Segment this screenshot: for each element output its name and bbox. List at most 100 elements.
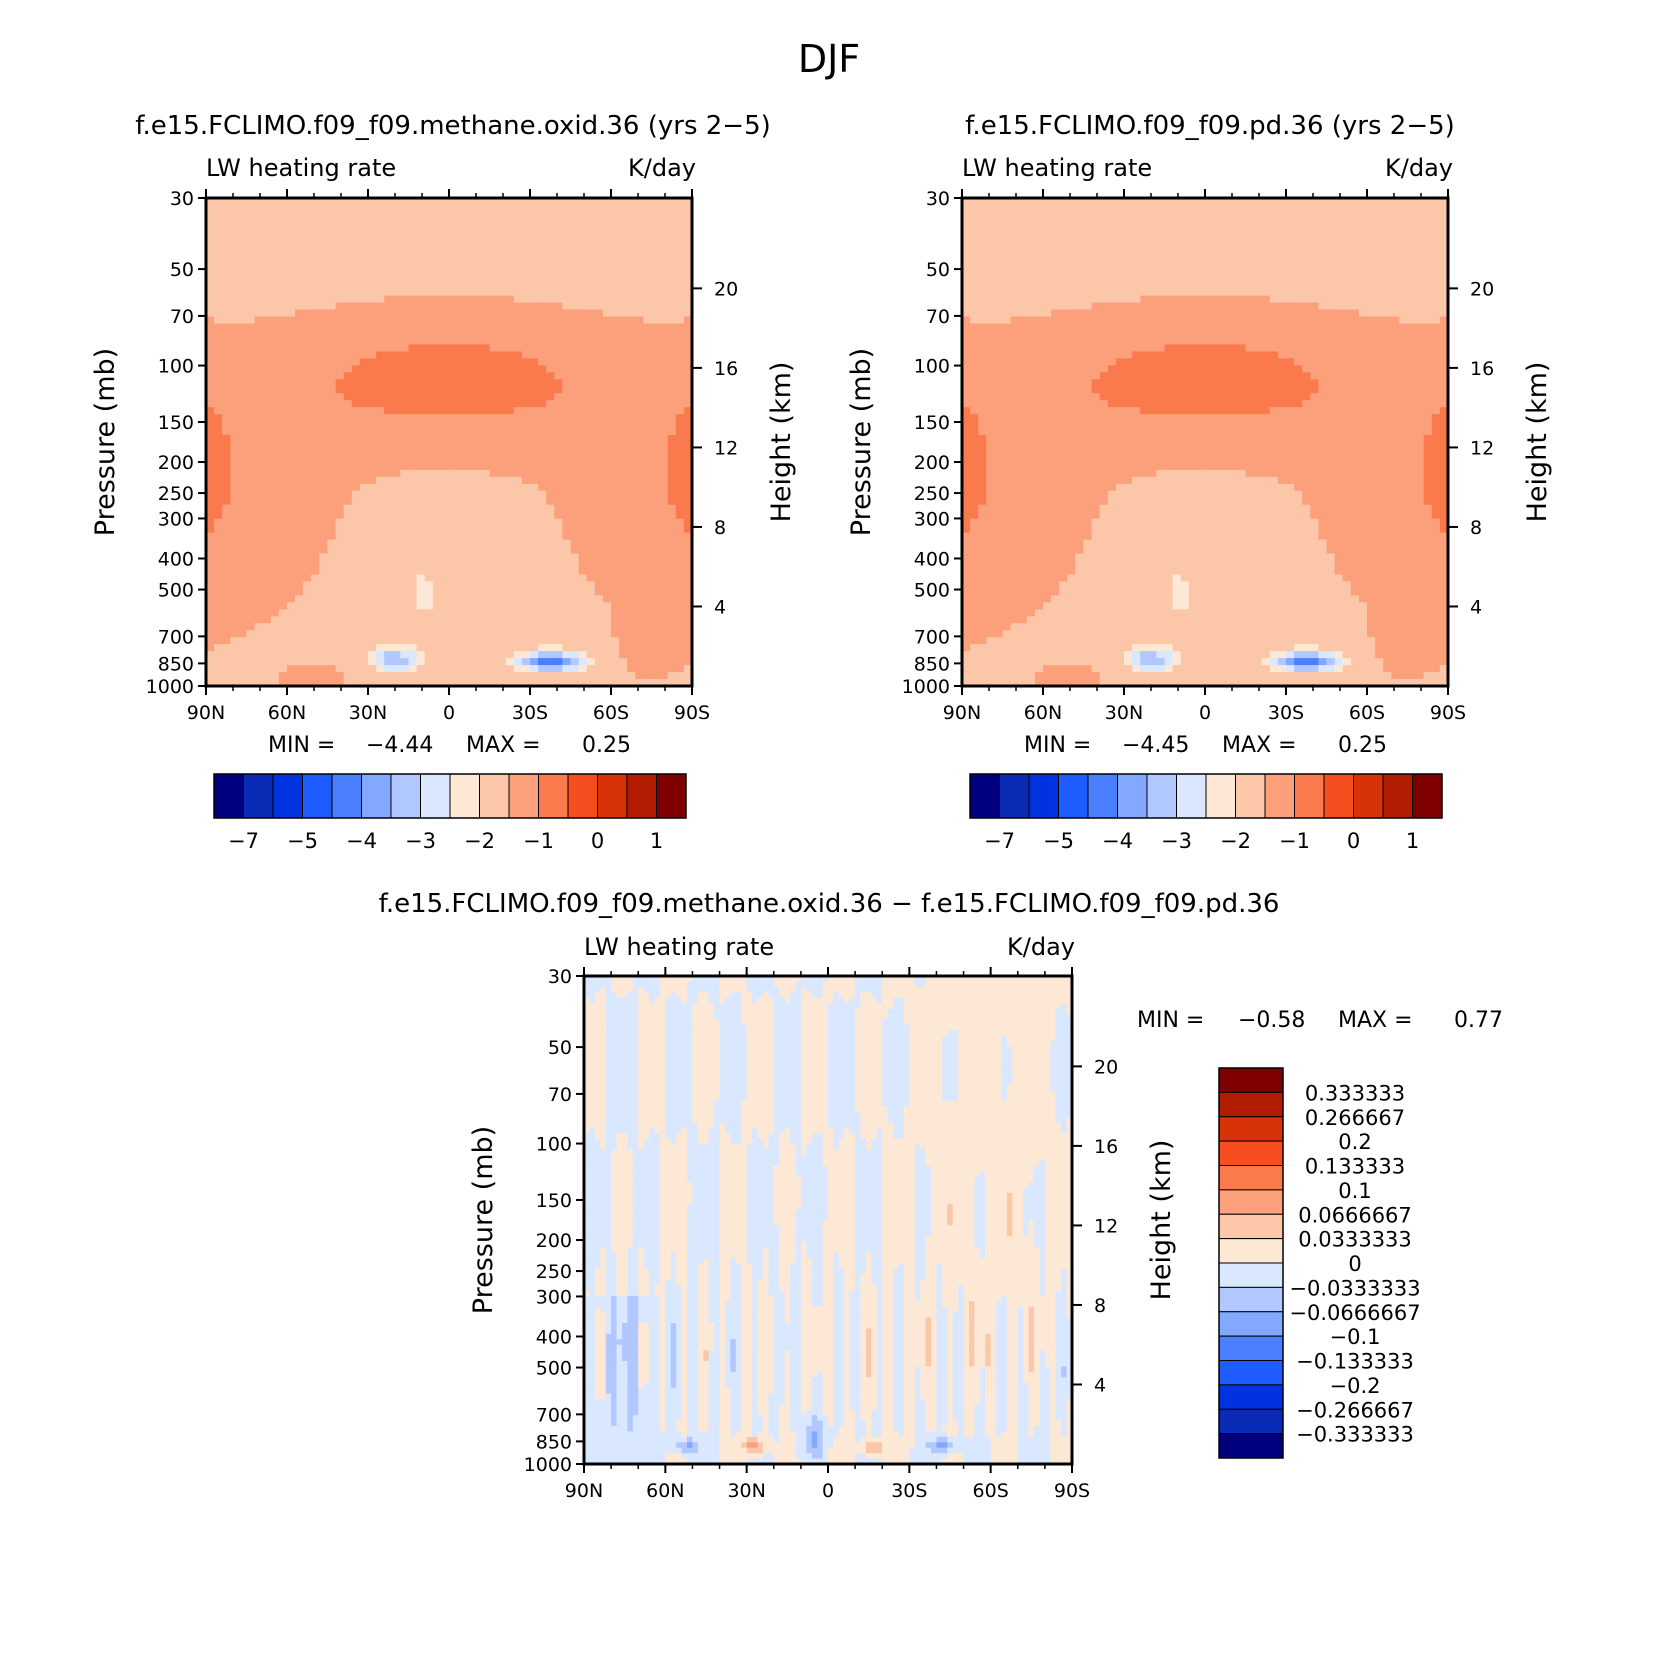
- field-cell: [441, 463, 450, 471]
- field-cell: [643, 310, 652, 318]
- field-cell: [1011, 449, 1020, 457]
- field-cell: [271, 470, 280, 478]
- field-cell: [587, 658, 596, 666]
- field-cell: [579, 226, 588, 234]
- field-cell: [263, 554, 272, 562]
- field-cell: [538, 540, 547, 548]
- field-cell: [238, 310, 247, 318]
- field-cell: [344, 540, 353, 548]
- variable-label: LW heating rate: [206, 154, 396, 182]
- field-cell: [506, 428, 515, 436]
- field-cell: [368, 547, 377, 555]
- field-cell: [571, 289, 580, 297]
- field-cell: [562, 637, 571, 645]
- field-cell: [546, 595, 555, 603]
- field-cell: [279, 484, 288, 492]
- field-cell: [994, 344, 1003, 352]
- field-cell: [425, 651, 434, 659]
- field-cell: [986, 630, 995, 638]
- field-cell: [295, 456, 304, 464]
- field-cell: [562, 219, 571, 227]
- field-cell: [409, 595, 418, 603]
- field-cell: [498, 567, 507, 575]
- field-cell: [611, 588, 620, 596]
- field-cell: [457, 470, 466, 478]
- field-cell: [546, 651, 555, 659]
- field-cell: [1019, 672, 1028, 680]
- field-cell: [376, 261, 385, 269]
- field-cell: [603, 344, 612, 352]
- field-cell: [1027, 602, 1036, 610]
- field-cell: [271, 219, 280, 227]
- field-cell: [490, 282, 499, 290]
- field-cell: [660, 386, 669, 394]
- field-cell: [579, 351, 588, 359]
- field-cell: [319, 547, 328, 555]
- field-cell: [352, 219, 361, 227]
- field-cell: [263, 268, 272, 276]
- field-cell: [400, 365, 409, 373]
- field-cell: [481, 219, 490, 227]
- field-cell: [676, 219, 685, 227]
- field-cell: [506, 561, 515, 569]
- field-cell: [263, 498, 272, 506]
- field-cell: [579, 470, 588, 478]
- field-cell: [247, 505, 256, 513]
- field-cell: [344, 651, 353, 659]
- field-cell: [247, 595, 256, 603]
- field-cell: [562, 595, 571, 603]
- field-cell: [627, 261, 636, 269]
- field-cell: [530, 644, 539, 652]
- field-cell: [506, 393, 515, 401]
- field-cell: [978, 330, 987, 338]
- field-cell: [255, 595, 264, 603]
- field-cell: [619, 421, 628, 429]
- field-cell: [554, 344, 563, 352]
- field-cell: [449, 554, 458, 562]
- field-cell: [1035, 358, 1044, 366]
- field-cell: [1035, 310, 1044, 318]
- field-cell: [643, 547, 652, 555]
- field-cell: [571, 547, 580, 555]
- field-cell: [522, 247, 531, 255]
- field-cell: [514, 540, 523, 548]
- field-cell: [530, 588, 539, 596]
- field-cell: [465, 616, 474, 624]
- field-cell: [441, 365, 450, 373]
- field-cell: [660, 533, 669, 541]
- field-cell: [538, 561, 547, 569]
- field-cell: [303, 240, 312, 248]
- field-cell: [457, 351, 466, 359]
- field-cell: [603, 540, 612, 548]
- field-cell: [1019, 240, 1028, 248]
- field-cell: [587, 254, 596, 262]
- field-cell: [546, 247, 555, 255]
- field-cell: [562, 512, 571, 520]
- field-cell: [986, 567, 995, 575]
- field-cell: [457, 261, 466, 269]
- field-cell: [986, 651, 995, 659]
- field-cell: [311, 296, 320, 304]
- field-cell: [562, 261, 571, 269]
- field-cell: [230, 623, 239, 631]
- field-cell: [336, 275, 345, 283]
- field-cell: [457, 505, 466, 513]
- field-cell: [311, 595, 320, 603]
- field-cell: [1019, 421, 1028, 429]
- field-cell: [311, 672, 320, 680]
- field-cell: [409, 470, 418, 478]
- field-cell: [376, 337, 385, 345]
- field-cell: [994, 519, 1003, 527]
- colorbar-label: −3: [405, 829, 436, 853]
- field-cell: [652, 547, 661, 555]
- field-cell: [490, 275, 499, 283]
- field-cell: [643, 574, 652, 582]
- field-cell: [1019, 268, 1028, 276]
- field-cell: [376, 386, 385, 394]
- field-cell: [400, 658, 409, 666]
- field-cell: [1035, 351, 1044, 359]
- field-cell: [368, 310, 377, 318]
- field-cell: [978, 644, 987, 652]
- field-cell: [279, 463, 288, 471]
- field-cell: [627, 526, 636, 534]
